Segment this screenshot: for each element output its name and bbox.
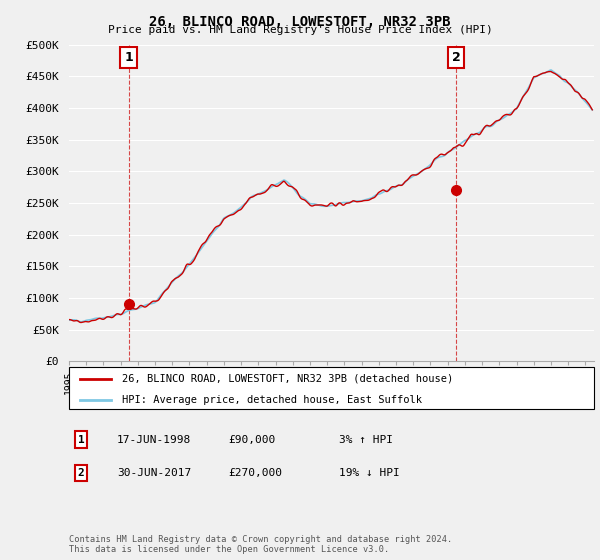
Text: £90,000: £90,000 xyxy=(228,435,275,445)
Text: 19% ↓ HPI: 19% ↓ HPI xyxy=(339,468,400,478)
Text: 2: 2 xyxy=(452,51,460,64)
Text: Contains HM Land Registry data © Crown copyright and database right 2024.
This d: Contains HM Land Registry data © Crown c… xyxy=(69,535,452,554)
Text: £270,000: £270,000 xyxy=(228,468,282,478)
Text: 30-JUN-2017: 30-JUN-2017 xyxy=(117,468,191,478)
Text: HPI: Average price, detached house, East Suffolk: HPI: Average price, detached house, East… xyxy=(121,395,421,404)
Text: 2: 2 xyxy=(77,468,85,478)
Text: Price paid vs. HM Land Registry's House Price Index (HPI): Price paid vs. HM Land Registry's House … xyxy=(107,25,493,35)
Text: 1: 1 xyxy=(124,51,133,64)
Text: 3% ↑ HPI: 3% ↑ HPI xyxy=(339,435,393,445)
Text: 17-JUN-1998: 17-JUN-1998 xyxy=(117,435,191,445)
Text: 26, BLINCO ROAD, LOWESTOFT, NR32 3PB: 26, BLINCO ROAD, LOWESTOFT, NR32 3PB xyxy=(149,15,451,29)
Text: 26, BLINCO ROAD, LOWESTOFT, NR32 3PB (detached house): 26, BLINCO ROAD, LOWESTOFT, NR32 3PB (de… xyxy=(121,374,453,384)
Text: 1: 1 xyxy=(77,435,85,445)
